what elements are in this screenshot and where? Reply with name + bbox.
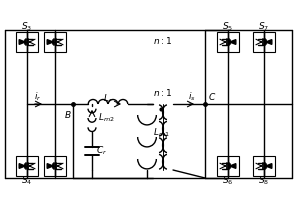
Text: $i_s$: $i_s$ (188, 91, 196, 103)
Text: $S_8$: $S_8$ (258, 175, 270, 187)
Polygon shape (230, 40, 236, 44)
Text: $L_r$: $L_r$ (103, 92, 113, 105)
Bar (44, 32, 66, 52)
Text: $B$: $B$ (64, 108, 72, 119)
Polygon shape (19, 40, 25, 44)
Bar (217, 156, 239, 176)
Bar (16, 156, 38, 176)
Text: $S_7$: $S_7$ (258, 21, 270, 33)
Polygon shape (266, 40, 272, 44)
Bar (253, 32, 275, 52)
Bar (16, 32, 38, 52)
Polygon shape (47, 164, 53, 168)
Bar (217, 32, 239, 52)
Text: $S_5$: $S_5$ (222, 21, 234, 33)
Bar (44, 156, 66, 176)
Text: $S_6$: $S_6$ (222, 175, 234, 187)
Text: $C$: $C$ (208, 92, 216, 102)
Polygon shape (230, 164, 236, 168)
Polygon shape (266, 164, 272, 168)
Text: $S_4$: $S_4$ (21, 175, 33, 187)
Text: $S_3$: $S_3$ (21, 21, 33, 33)
Text: $n:1$: $n:1$ (153, 86, 172, 98)
Text: $n:1$: $n:1$ (153, 34, 172, 46)
Text: $i_r$: $i_r$ (34, 91, 42, 103)
Bar (253, 156, 275, 176)
Text: $L_{m2}$: $L_{m2}$ (98, 112, 114, 124)
Polygon shape (19, 164, 25, 168)
Text: $L_{m1}$: $L_{m1}$ (153, 127, 169, 139)
Polygon shape (47, 40, 53, 44)
Text: $C_r$: $C_r$ (96, 145, 108, 157)
